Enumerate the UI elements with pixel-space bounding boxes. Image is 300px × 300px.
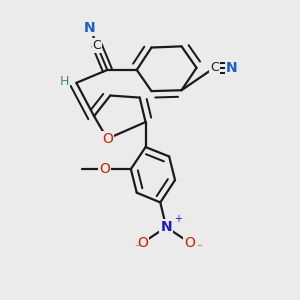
Text: N: N	[226, 61, 238, 75]
Text: O: O	[99, 162, 110, 176]
Text: O: O	[137, 236, 148, 250]
Text: O: O	[102, 132, 113, 146]
Text: ⁻: ⁻	[134, 243, 140, 253]
Text: N: N	[84, 21, 95, 35]
Text: C: C	[93, 39, 101, 52]
Text: N: N	[160, 220, 172, 234]
Text: ⁻: ⁻	[196, 243, 202, 253]
Text: O: O	[184, 236, 195, 250]
Text: +: +	[174, 214, 182, 224]
Text: C: C	[210, 61, 219, 74]
Text: H: H	[59, 75, 69, 88]
